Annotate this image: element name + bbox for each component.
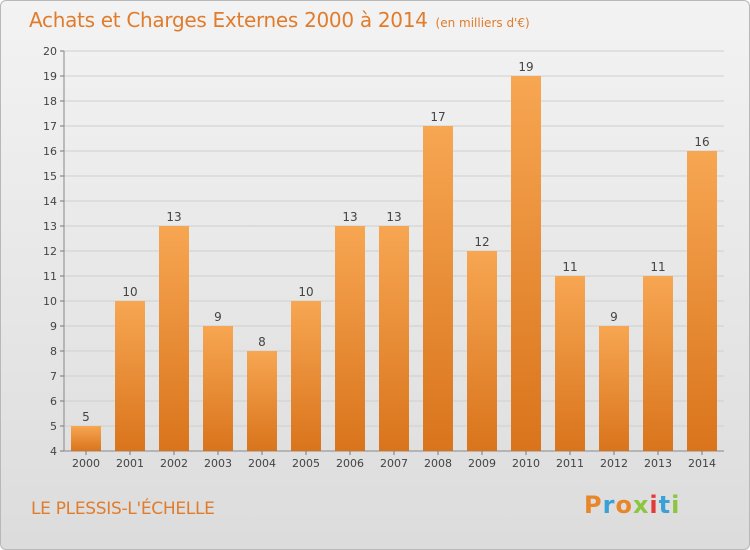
value-label: 12 [474, 235, 489, 249]
y-tick-label: 7 [50, 370, 57, 383]
value-label: 8 [258, 335, 266, 349]
bar-2001 [115, 301, 145, 451]
y-tick-label: 8 [50, 345, 57, 358]
y-tick-label: 11 [43, 270, 57, 283]
y-tick-label: 4 [50, 445, 57, 458]
value-label: 10 [298, 285, 313, 299]
y-tick-label: 15 [43, 170, 57, 183]
chart-subtitle: (en milliers d'€) [435, 16, 530, 30]
value-label: 9 [214, 310, 222, 324]
value-label: 10 [122, 285, 137, 299]
logo-letter: P [584, 491, 603, 519]
x-tick-label: 2014 [688, 457, 716, 470]
chart-title: Achats et Charges Externes 2000 à 2014 [29, 8, 428, 32]
bar-2011 [555, 276, 585, 451]
y-tick-label: 13 [43, 220, 57, 233]
bar-2013 [643, 276, 673, 451]
y-tick-label: 5 [50, 420, 57, 433]
logo-letter: o [615, 491, 633, 519]
x-tick-label: 2003 [204, 457, 232, 470]
logo-letter: i [649, 491, 659, 519]
x-tick-label: 2010 [512, 457, 540, 470]
bar-2000 [71, 426, 101, 451]
bar-2009 [467, 251, 497, 451]
value-label: 16 [694, 135, 709, 149]
x-tick-label: 2002 [160, 457, 188, 470]
y-tick-label: 16 [43, 145, 57, 158]
y-tick-label: 17 [43, 120, 57, 133]
bar-2005 [291, 301, 321, 451]
value-label: 17 [430, 110, 445, 124]
chart-title-row: Achats et Charges Externes 2000 à 2014 (e… [29, 8, 530, 32]
proxiti-logo[interactable]: Proxiti [584, 491, 680, 519]
bar-2006 [335, 226, 365, 451]
value-label: 13 [342, 210, 357, 224]
x-tick-label: 2007 [380, 457, 408, 470]
value-label: 13 [166, 210, 181, 224]
bar-2012 [599, 326, 629, 451]
logo-letter: r [602, 491, 616, 519]
value-label: 13 [386, 210, 401, 224]
x-tick-label: 2005 [292, 457, 320, 470]
x-tick-label: 2009 [468, 457, 496, 470]
bar-2008 [423, 126, 453, 451]
y-tick-label: 19 [43, 70, 57, 83]
value-label: 11 [562, 260, 577, 274]
value-label: 5 [82, 410, 90, 424]
city-name: LE PLESSIS-L'ÉCHELLE [31, 499, 215, 519]
logo-letter: t [658, 491, 672, 519]
bars [71, 76, 717, 451]
value-label: 9 [610, 310, 618, 324]
value-label: 11 [650, 260, 665, 274]
y-tick-label: 6 [50, 395, 57, 408]
logo-letter: x [632, 491, 650, 519]
bar-2003 [203, 326, 233, 451]
bar-2007 [379, 226, 409, 451]
bar-2002 [159, 226, 189, 451]
x-tick-label: 2011 [556, 457, 584, 470]
x-tick-label: 2012 [600, 457, 628, 470]
value-labels: 5 2000 10 2001 13 2002 9 2003 8 2004 10 2005 13 2006 1… [72, 60, 716, 470]
value-label: 19 [518, 60, 533, 74]
x-tick-label: 2008 [424, 457, 452, 470]
logo-letter: i [671, 491, 681, 519]
y-tick-label: 9 [50, 320, 57, 333]
bar-2004 [247, 351, 277, 451]
y-tick-label: 12 [43, 245, 57, 258]
y-tick-label: 14 [43, 195, 57, 208]
y-tick-label: 18 [43, 95, 57, 108]
x-tick-label: 2004 [248, 457, 276, 470]
y-tick-label: 10 [43, 295, 57, 308]
x-tick-label: 2000 [72, 457, 100, 470]
bar-2014 [687, 151, 717, 451]
x-tick-label: 2001 [116, 457, 144, 470]
x-tick-label: 2013 [644, 457, 672, 470]
y-tick-label: 20 [43, 45, 57, 58]
bar-2010 [511, 76, 541, 451]
x-tick-label: 2006 [336, 457, 364, 470]
